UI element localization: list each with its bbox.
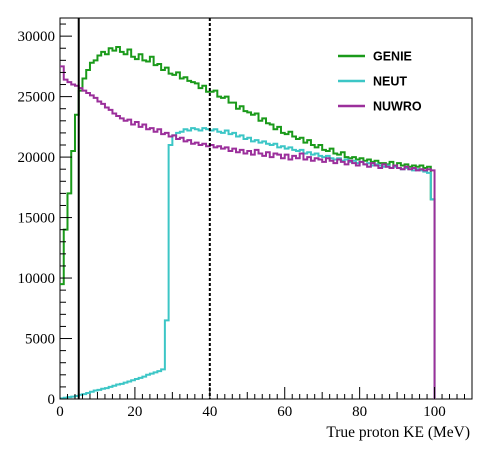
y-tick-label: 15000 — [18, 211, 56, 227]
legend-label-neut: NEUT — [373, 75, 407, 89]
x-tick-label: 80 — [352, 404, 367, 420]
y-tick-label: 10000 — [18, 271, 56, 287]
y-tick-label: 0 — [48, 392, 56, 408]
y-tick-label: 20000 — [18, 150, 56, 166]
x-tick-label: 0 — [56, 404, 64, 420]
plot-frame — [59, 17, 473, 400]
x-tick-label: 40 — [202, 404, 217, 420]
x-tick-label: 100 — [423, 404, 446, 420]
legend-label-genie: GENIE — [373, 50, 412, 64]
series-line-nuwro — [60, 65, 436, 399]
y-axis: 0 5000 10000 15000 20000 25000 30000 — [18, 23, 72, 408]
legend-label-nuwro: NUWRO — [373, 100, 422, 114]
series-layer — [60, 46, 436, 400]
series-line-neut — [60, 127, 436, 400]
y-tick-label: 25000 — [18, 90, 56, 106]
legend: GENIE NEUT NUWRO — [338, 50, 422, 114]
x-axis: 0 20 40 60 80 100 — [56, 387, 473, 420]
y-tick-label: 30000 — [18, 29, 56, 45]
x-axis-title: True proton KE (MeV) — [326, 424, 470, 441]
plot-area — [59, 17, 473, 400]
series-line-genie — [60, 46, 436, 399]
y-tick-label: 5000 — [25, 332, 55, 348]
vertical-lines — [77, 18, 211, 399]
x-tick-label: 60 — [277, 404, 292, 420]
x-tick-label: 20 — [127, 404, 142, 420]
